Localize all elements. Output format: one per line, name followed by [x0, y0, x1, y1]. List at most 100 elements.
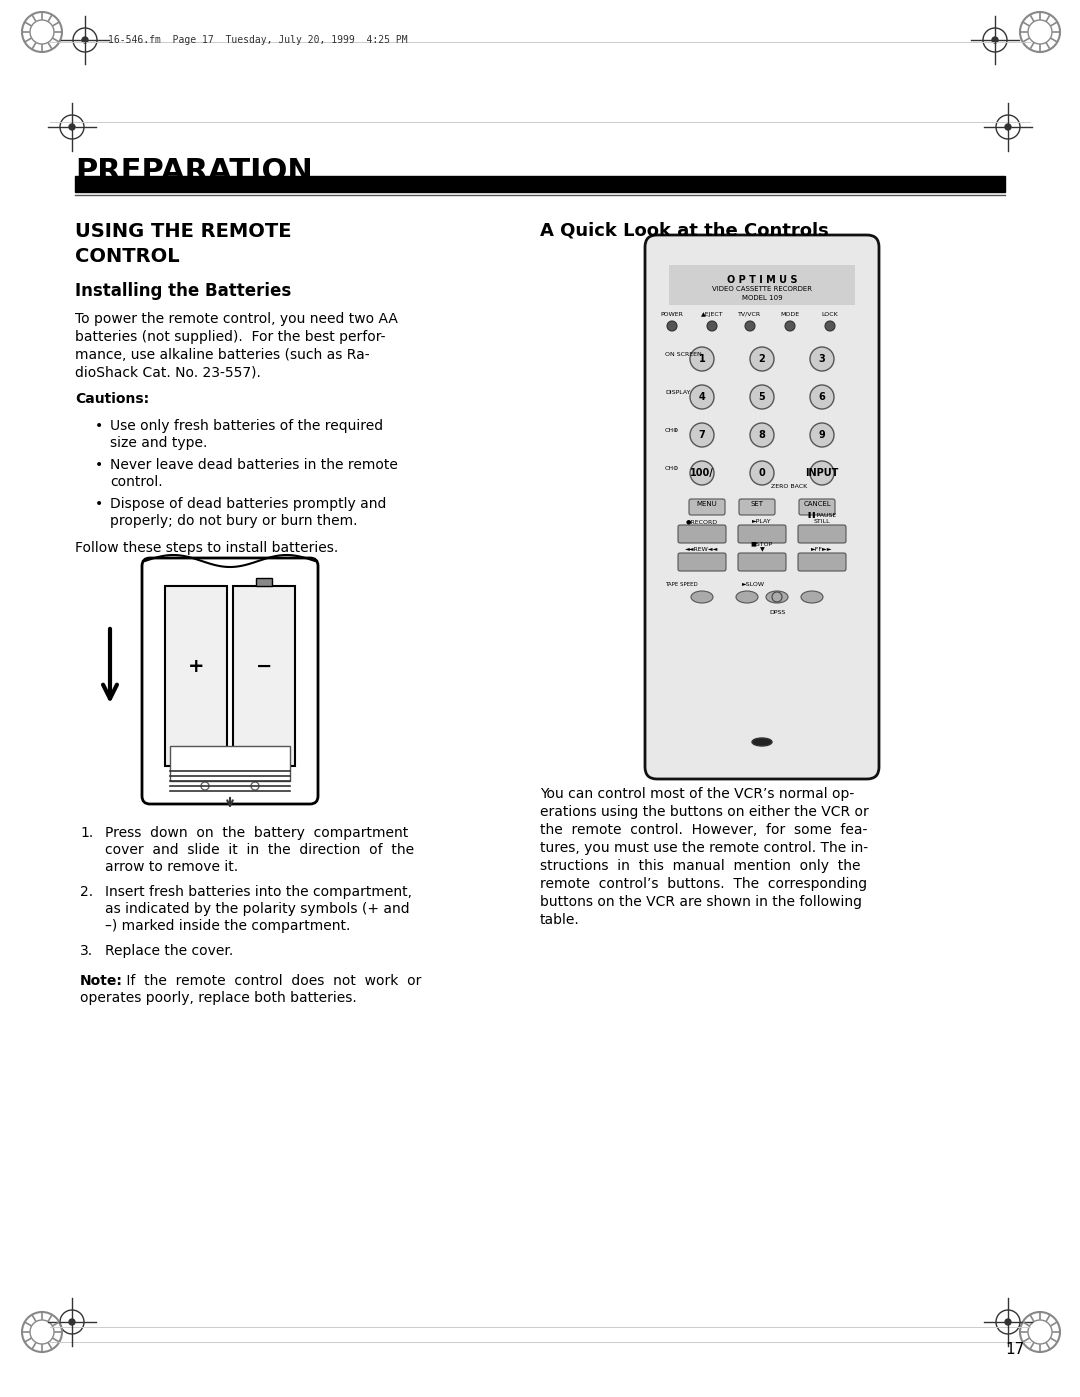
Text: table.: table.: [540, 914, 580, 928]
Text: CH⊕: CH⊕: [665, 427, 679, 433]
Text: size and type.: size and type.: [110, 436, 207, 450]
FancyBboxPatch shape: [738, 553, 786, 571]
FancyBboxPatch shape: [141, 557, 318, 805]
Text: 6: 6: [819, 393, 825, 402]
Text: 7: 7: [699, 430, 705, 440]
Text: ►PLAY: ►PLAY: [752, 520, 772, 524]
Circle shape: [1005, 1319, 1011, 1324]
Text: dioShack Cat. No. 23-557).: dioShack Cat. No. 23-557).: [75, 366, 261, 380]
Text: properly; do not bury or burn them.: properly; do not bury or burn them.: [110, 514, 357, 528]
Bar: [75, 176, 1005, 191]
Circle shape: [750, 346, 774, 372]
Text: 5: 5: [758, 393, 766, 402]
Text: +: +: [188, 657, 204, 676]
Ellipse shape: [735, 591, 758, 604]
Text: Insert fresh batteries into the compartment,: Insert fresh batteries into the compartm…: [105, 886, 411, 900]
Text: control.: control.: [110, 475, 163, 489]
Text: mance, use alkaline batteries (such as Ra-: mance, use alkaline batteries (such as R…: [75, 348, 369, 362]
Text: CONTROL: CONTROL: [75, 247, 179, 265]
Circle shape: [745, 321, 755, 331]
Circle shape: [750, 423, 774, 447]
Text: If  the  remote  control  does  not  work  or: If the remote control does not work or: [122, 974, 421, 988]
Text: You can control most of the VCR’s normal op-: You can control most of the VCR’s normal…: [540, 787, 854, 800]
Text: ■STOP
▼: ■STOP ▼: [751, 541, 773, 552]
Text: 1.: 1.: [80, 826, 93, 840]
FancyBboxPatch shape: [678, 553, 726, 571]
Text: VIDEO CASSETTE RECORDER: VIDEO CASSETTE RECORDER: [712, 286, 812, 292]
Text: ❚❚PAUSE
STILL: ❚❚PAUSE STILL: [807, 513, 837, 524]
Text: remote  control’s  buttons.  The  corresponding: remote control’s buttons. The correspond…: [540, 877, 867, 891]
Text: 3: 3: [819, 353, 825, 365]
FancyBboxPatch shape: [799, 499, 835, 515]
Text: Cautions:: Cautions:: [75, 393, 149, 407]
Text: Replace the cover.: Replace the cover.: [105, 944, 233, 958]
Text: USING THE REMOTE: USING THE REMOTE: [75, 222, 292, 242]
Text: DISPLAY: DISPLAY: [665, 390, 690, 394]
Text: MODE: MODE: [781, 312, 799, 317]
Text: 8: 8: [758, 430, 766, 440]
Bar: [165, 585, 227, 766]
Text: Installing the Batteries: Installing the Batteries: [75, 282, 292, 300]
Text: Press  down  on  the  battery  compartment: Press down on the battery compartment: [105, 826, 408, 840]
Text: ▲EJECT: ▲EJECT: [701, 312, 724, 317]
Ellipse shape: [752, 738, 772, 746]
Text: Dispose of dead batteries promptly and: Dispose of dead batteries promptly and: [110, 497, 387, 511]
Text: INPUT: INPUT: [806, 468, 839, 478]
Ellipse shape: [691, 591, 713, 604]
Text: Never leave dead batteries in the remote: Never leave dead batteries in the remote: [110, 458, 397, 472]
Text: operates poorly, replace both batteries.: operates poorly, replace both batteries.: [80, 990, 356, 1004]
Bar: [233, 585, 295, 766]
Text: structions  in  this  manual  mention  only  the: structions in this manual mention only t…: [540, 859, 861, 873]
Text: erations using the buttons on either the VCR or: erations using the buttons on either the…: [540, 805, 868, 819]
Circle shape: [690, 461, 714, 485]
Text: CANCEL: CANCEL: [804, 502, 831, 507]
Text: •: •: [95, 419, 104, 433]
Text: POWER: POWER: [661, 312, 684, 317]
Text: 2.: 2.: [80, 886, 93, 900]
Text: −: −: [256, 657, 272, 676]
FancyBboxPatch shape: [798, 525, 846, 543]
Ellipse shape: [766, 591, 788, 604]
Text: O P T I M U S: O P T I M U S: [727, 275, 797, 285]
Text: TV/VCR: TV/VCR: [739, 312, 761, 317]
Text: cover  and  slide  it  in  the  direction  of  the: cover and slide it in the direction of t…: [105, 842, 414, 856]
Text: 2: 2: [758, 353, 766, 365]
FancyBboxPatch shape: [738, 525, 786, 543]
Text: ZERO BACK: ZERO BACK: [771, 483, 807, 489]
FancyBboxPatch shape: [678, 525, 726, 543]
Circle shape: [69, 124, 75, 130]
Circle shape: [750, 461, 774, 485]
Text: PREPARATION: PREPARATION: [75, 156, 313, 186]
Text: ●RECORD: ●RECORD: [686, 520, 718, 524]
Text: 16-546.fm  Page 17  Tuesday, July 20, 1999  4:25 PM: 16-546.fm Page 17 Tuesday, July 20, 1999…: [108, 35, 407, 45]
Text: CH⊖: CH⊖: [665, 465, 679, 471]
Text: 100/: 100/: [690, 468, 714, 478]
Bar: [669, 265, 855, 305]
Text: ◄◄REW◄◄: ◄◄REW◄◄: [686, 548, 718, 552]
Text: TAPE SPEED: TAPE SPEED: [665, 583, 698, 588]
Circle shape: [750, 386, 774, 409]
Text: 1: 1: [699, 353, 705, 365]
FancyBboxPatch shape: [798, 553, 846, 571]
Text: MODEL 109: MODEL 109: [742, 295, 782, 300]
Text: the  remote  control.  However,  for  some  fea-: the remote control. However, for some fe…: [540, 823, 867, 837]
Circle shape: [690, 346, 714, 372]
Text: ►FF►►: ►FF►►: [811, 548, 833, 552]
Circle shape: [810, 346, 834, 372]
Circle shape: [667, 321, 677, 331]
Text: batteries (not supplied).  For the best perfor-: batteries (not supplied). For the best p…: [75, 330, 386, 344]
Text: DPSS: DPSS: [769, 610, 785, 616]
Text: Note:: Note:: [80, 974, 123, 988]
Circle shape: [82, 36, 87, 43]
Text: –) marked inside the compartment.: –) marked inside the compartment.: [105, 919, 350, 933]
Circle shape: [690, 423, 714, 447]
Circle shape: [1005, 124, 1011, 130]
Circle shape: [810, 461, 834, 485]
Text: arrow to remove it.: arrow to remove it.: [105, 861, 238, 875]
Circle shape: [810, 386, 834, 409]
Text: as indicated by the polarity symbols (+ and: as indicated by the polarity symbols (+ …: [105, 902, 409, 916]
Text: ON SCREEN: ON SCREEN: [665, 352, 702, 356]
Text: •: •: [95, 497, 104, 511]
Bar: [256, 578, 272, 585]
Circle shape: [825, 321, 835, 331]
